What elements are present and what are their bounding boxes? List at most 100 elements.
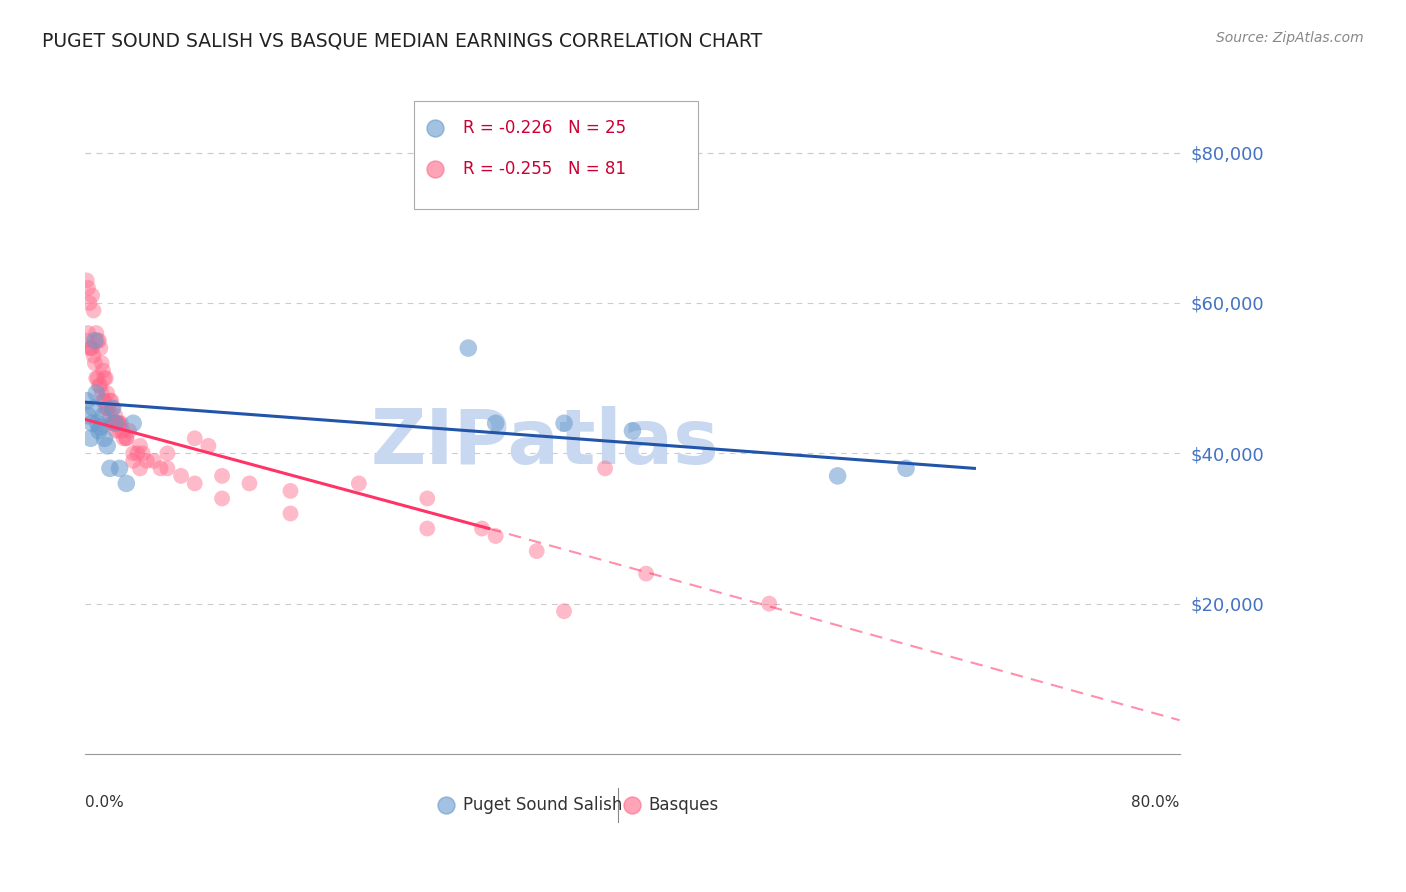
Point — [84, 326, 107, 340]
Point — [82, 341, 104, 355]
Point — [86, 371, 108, 385]
Point — [89, 341, 111, 355]
Point — [512, 747, 534, 761]
Point — [122, 417, 145, 431]
Point — [104, 409, 127, 423]
Point — [94, 371, 117, 385]
Point — [91, 409, 114, 423]
Point — [80, 341, 103, 355]
Text: Basques: Basques — [648, 796, 718, 814]
Point — [108, 461, 131, 475]
Point — [416, 491, 439, 506]
Point — [115, 431, 138, 445]
Point — [76, 334, 98, 348]
Point — [183, 431, 205, 445]
Point — [90, 356, 112, 370]
Point — [485, 417, 508, 431]
Point — [98, 461, 121, 475]
Point — [77, 409, 100, 423]
Point — [526, 747, 548, 761]
Point — [91, 364, 114, 378]
Point — [83, 401, 105, 416]
Point — [83, 334, 105, 348]
Point — [107, 417, 129, 431]
Point — [100, 417, 122, 431]
Point — [170, 469, 193, 483]
Point — [122, 454, 145, 468]
Point — [416, 522, 439, 536]
Point — [110, 417, 132, 431]
Point — [827, 469, 849, 483]
Point — [83, 356, 105, 370]
Point — [87, 334, 110, 348]
Point — [485, 529, 508, 543]
Point — [76, 393, 98, 408]
Point — [98, 409, 121, 423]
Point — [894, 461, 917, 475]
Point — [553, 417, 575, 431]
Point — [758, 597, 780, 611]
Point — [118, 424, 141, 438]
Point — [156, 446, 179, 460]
Point — [76, 273, 98, 287]
Point — [89, 378, 111, 392]
Point — [621, 424, 644, 438]
Point — [108, 424, 131, 438]
FancyBboxPatch shape — [413, 101, 699, 210]
Point — [84, 371, 107, 385]
Point — [127, 446, 149, 460]
Point — [280, 483, 302, 498]
Point — [512, 747, 534, 761]
Point — [77, 326, 100, 340]
Point — [211, 491, 233, 506]
Text: Source: ZipAtlas.com: Source: ZipAtlas.com — [1216, 31, 1364, 45]
Point — [101, 401, 124, 416]
Point — [197, 439, 219, 453]
Point — [132, 446, 155, 460]
Point — [457, 341, 479, 355]
Point — [90, 386, 112, 401]
Point — [91, 393, 114, 408]
Point — [115, 431, 138, 445]
Point — [758, 747, 780, 761]
Point — [83, 303, 105, 318]
Point — [83, 349, 105, 363]
Text: R = -0.226   N = 25: R = -0.226 N = 25 — [463, 120, 626, 137]
Point — [104, 424, 127, 438]
Point — [80, 431, 103, 445]
Point — [211, 469, 233, 483]
Point — [93, 431, 115, 445]
Point — [156, 461, 179, 475]
Point — [79, 296, 101, 310]
Point — [108, 417, 131, 431]
Point — [238, 476, 260, 491]
Point — [129, 461, 152, 475]
Point — [86, 417, 108, 431]
Point — [87, 378, 110, 392]
Point — [149, 461, 172, 475]
Point — [89, 420, 111, 434]
Point — [98, 393, 121, 408]
Point — [104, 417, 127, 431]
Point — [96, 439, 118, 453]
Point — [347, 476, 370, 491]
Point — [553, 604, 575, 618]
Point — [471, 522, 494, 536]
Text: Puget Sound Salish: Puget Sound Salish — [463, 796, 623, 814]
Point — [111, 424, 134, 438]
Point — [77, 281, 100, 295]
Point — [105, 417, 128, 431]
Point — [526, 544, 548, 558]
Text: ZIPatlas: ZIPatlas — [371, 406, 720, 480]
Point — [93, 393, 115, 408]
Point — [87, 424, 110, 438]
Text: PUGET SOUND SALISH VS BASQUE MEDIAN EARNINGS CORRELATION CHART: PUGET SOUND SALISH VS BASQUE MEDIAN EARN… — [42, 31, 762, 50]
Point — [93, 371, 115, 385]
Text: R = -0.255   N = 81: R = -0.255 N = 81 — [463, 160, 626, 178]
Point — [183, 476, 205, 491]
Point — [97, 401, 120, 416]
Point — [129, 439, 152, 453]
Point — [636, 566, 658, 581]
Point — [86, 334, 108, 348]
Point — [82, 417, 104, 431]
